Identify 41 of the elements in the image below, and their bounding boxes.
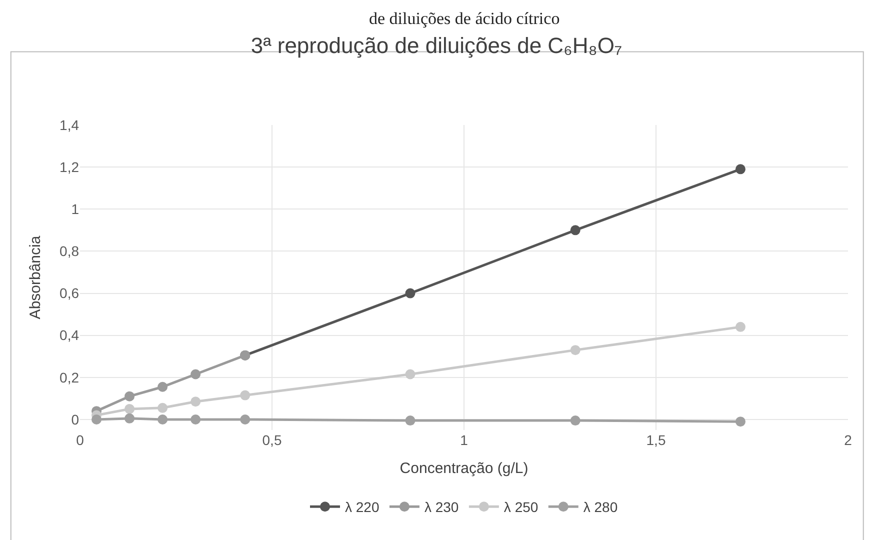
point [405,369,416,380]
point [190,369,201,380]
y-tick-label: 1,4 [60,116,80,133]
point [735,416,746,427]
chart-title: 3ª reprodução de diluições de C₆H₈O₇ [250,33,622,58]
point [570,225,580,236]
point [405,288,416,298]
point [158,402,168,413]
point [240,414,250,424]
text: de diluições de ácido cítrico [369,9,560,28]
legend-label: λ 230 [424,499,459,516]
point [124,413,135,424]
y-tick-label: 0,2 [60,369,80,386]
point [735,164,746,174]
point [570,345,580,356]
y-tick-label: 0,4 [60,327,80,344]
point [124,391,135,402]
legend-label: λ 220 [345,499,380,516]
point [92,414,102,424]
x-tick-label: 2 [844,432,852,448]
legend-label: λ 280 [583,499,618,516]
y-tick-label: 0,8 [60,243,80,260]
point [124,404,135,414]
y-tick-label: 1,2 [60,158,80,175]
point [405,416,416,426]
x-tick-label: 0,5 [262,432,282,448]
point [158,382,168,392]
x-tick-label: 1,5 [646,432,666,448]
legend-label: λ 250 [504,499,538,516]
point [158,414,168,424]
y-tick-label: 0 [71,411,80,428]
x-tick-label: 1 [460,432,468,448]
point [735,322,746,332]
point [190,414,201,424]
y-tick-label: 0,6 [60,285,80,302]
y-axis-title: Absorbância [26,235,44,320]
x-axis-title: Concentração (g/L) [400,460,528,477]
point [570,416,580,426]
y-tick-label: 1 [71,201,80,218]
point [190,396,201,407]
point [240,390,250,400]
